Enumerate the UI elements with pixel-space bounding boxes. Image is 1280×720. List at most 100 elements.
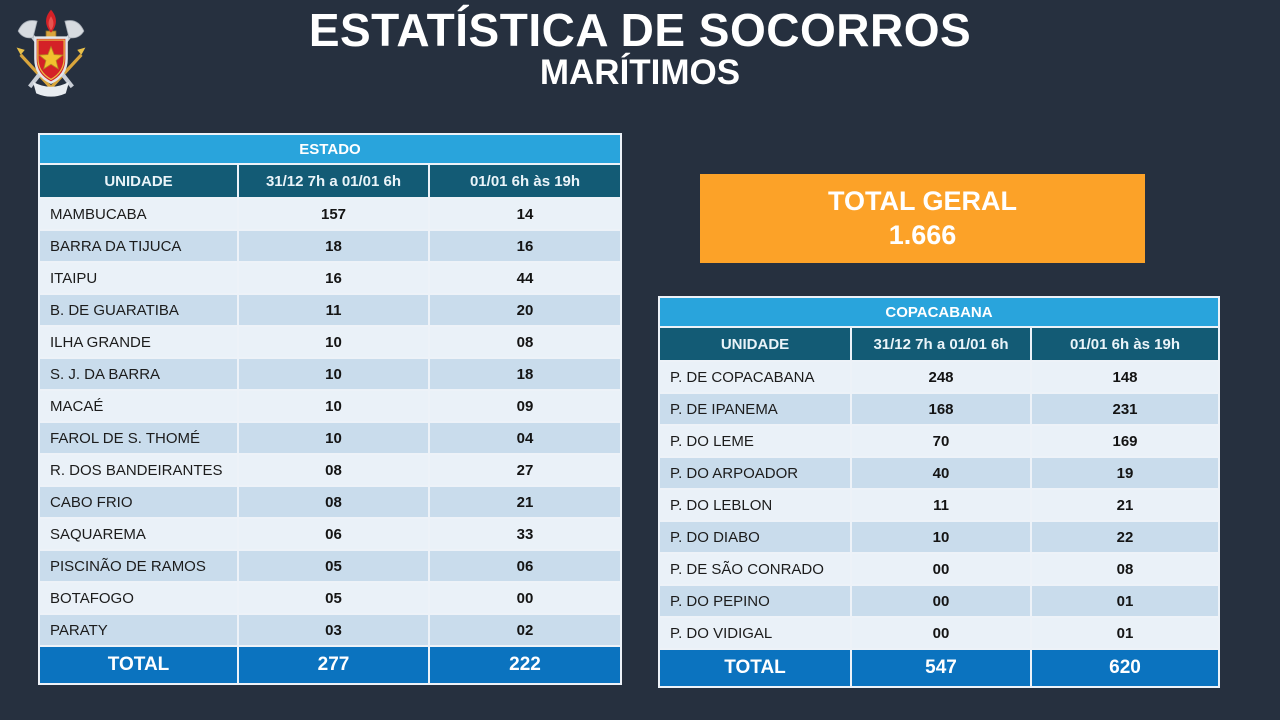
value-cell: 18: [237, 229, 430, 263]
table-row: TOTAL 277 222: [38, 645, 623, 685]
value-cell: 08: [237, 485, 430, 519]
value-cell: 06: [237, 517, 430, 551]
table-row: TOTAL 547 620: [658, 648, 1220, 688]
value-cell: 44: [427, 261, 623, 295]
table-title-cell: COPACABANA: [658, 296, 1220, 328]
table-row: P. DO PEPINO 00 01: [658, 584, 1220, 618]
table-row: P. DO DIABO 10 22: [658, 520, 1220, 554]
unit-cell: P. DO ARPOADOR: [658, 456, 852, 490]
table-row: ITAIPU 16 44: [38, 261, 623, 295]
table-row: PARATY 03 02: [38, 613, 623, 647]
total-value1-cell: 547: [850, 648, 1032, 688]
unit-cell: ITAIPU: [38, 261, 239, 295]
table-row: COPACABANA: [658, 296, 1220, 328]
total-value2-cell: 222: [427, 645, 623, 685]
table-row: BARRA DA TIJUCA 18 16: [38, 229, 623, 263]
value-cell: 40: [850, 456, 1032, 490]
value-cell: 10: [237, 325, 430, 359]
value-cell: 10: [237, 421, 430, 455]
table-row: BOTAFOGO 05 00: [38, 581, 623, 615]
value-cell: 00: [850, 616, 1032, 650]
total-value1-cell: 277: [237, 645, 430, 685]
value-cell: 20: [427, 293, 623, 327]
value-cell: 70: [850, 424, 1032, 458]
value-cell: 01: [1030, 584, 1220, 618]
total-label-cell: TOTAL: [38, 645, 239, 685]
table-row: SAQUAREMA 06 33: [38, 517, 623, 551]
total-value2-cell: 620: [1030, 648, 1220, 688]
unit-cell: P. DE COPACABANA: [658, 360, 852, 394]
col-header-unit: UNIDADE: [38, 163, 239, 199]
value-cell: 16: [237, 261, 430, 295]
unit-cell: FAROL DE S. THOMÉ: [38, 421, 239, 455]
unit-cell: SAQUAREMA: [38, 517, 239, 551]
table-row: P. DE SÃO CONRADO 00 08: [658, 552, 1220, 586]
unit-cell: P. DO LEBLON: [658, 488, 852, 522]
table-row: UNIDADE 31/12 7h a 01/01 6h 01/01 6h às 19…: [658, 326, 1220, 362]
unit-cell: MACAÉ: [38, 389, 239, 423]
crest-icon: [16, 9, 86, 97]
table-row: P. DO ARPOADOR 40 19: [658, 456, 1220, 490]
value-cell: 27: [427, 453, 623, 487]
value-cell: 00: [427, 581, 623, 615]
value-cell: 03: [237, 613, 430, 647]
value-cell: 148: [1030, 360, 1220, 394]
total-geral-label: TOTAL GERAL: [828, 186, 1017, 216]
value-cell: 08: [427, 325, 623, 359]
unit-cell: P. DE SÃO CONRADO: [658, 552, 852, 586]
value-cell: 21: [427, 485, 623, 519]
total-geral-box: TOTAL GERAL 1.666: [700, 174, 1145, 263]
unit-cell: PARATY: [38, 613, 239, 647]
unit-cell: PISCINÃO DE RAMOS: [38, 549, 239, 583]
unit-cell: BOTAFOGO: [38, 581, 239, 615]
col-header-period1: 31/12 7h a 01/01 6h: [237, 163, 430, 199]
value-cell: 11: [850, 488, 1032, 522]
value-cell: 168: [850, 392, 1032, 426]
col-header-unit: UNIDADE: [658, 326, 852, 362]
value-cell: 04: [427, 421, 623, 455]
copacabana-table: COPACABANA UNIDADE 31/12 7h a 01/01 6h 01/0…: [658, 296, 1220, 688]
value-cell: 14: [427, 197, 623, 231]
value-cell: 02: [427, 613, 623, 647]
value-cell: 169: [1030, 424, 1220, 458]
table-row: B. DE GUARATIBA 11 20: [38, 293, 623, 327]
value-cell: 01: [1030, 616, 1220, 650]
unit-cell: S. J. DA BARRA: [38, 357, 239, 391]
value-cell: 21: [1030, 488, 1220, 522]
unit-cell: CABO FRIO: [38, 485, 239, 519]
value-cell: 157: [237, 197, 430, 231]
unit-cell: P. DO PEPINO: [658, 584, 852, 618]
value-cell: 11: [237, 293, 430, 327]
table-row: ILHA GRANDE 10 08: [38, 325, 623, 359]
unit-cell: R. DOS BANDEIRANTES: [38, 453, 239, 487]
unit-cell: B. DE GUARATIBA: [38, 293, 239, 327]
value-cell: 10: [850, 520, 1032, 554]
table-row: MAMBUCABA 157 14: [38, 197, 623, 231]
value-cell: 09: [427, 389, 623, 423]
table-row: ESTADO: [37, 133, 623, 165]
total-label-cell: TOTAL: [658, 648, 852, 688]
value-cell: 16: [427, 229, 623, 263]
col-header-period1: 31/12 7h a 01/01 6h: [850, 326, 1032, 362]
unit-cell: MAMBUCABA: [38, 197, 239, 231]
table-row: P. DO LEME 70 169: [658, 424, 1220, 458]
value-cell: 08: [237, 453, 430, 487]
fire-brigade-crest-logo: [10, 6, 92, 102]
value-cell: 22: [1030, 520, 1220, 554]
value-cell: 18: [427, 357, 623, 391]
value-cell: 05: [237, 549, 430, 583]
table-row: CABO FRIO 08 21: [38, 485, 623, 519]
table-row: P. DO LEBLON 11 21: [658, 488, 1220, 522]
table-row: MACAÉ 10 09: [38, 389, 623, 423]
value-cell: 33: [427, 517, 623, 551]
value-cell: 231: [1030, 392, 1220, 426]
table-row: UNIDADE 31/12 7h a 01/01 6h 01/01 6h às 19…: [38, 163, 623, 199]
value-cell: 10: [237, 357, 430, 391]
unit-cell: BARRA DA TIJUCA: [38, 229, 239, 263]
table-row: S. J. DA BARRA 10 18: [38, 357, 623, 391]
table-row: P. DE IPANEMA 168 231: [658, 392, 1220, 426]
unit-cell: P. DE IPANEMA: [658, 392, 852, 426]
table-row: P. DE COPACABANA 248 148: [658, 360, 1220, 394]
value-cell: 05: [237, 581, 430, 615]
